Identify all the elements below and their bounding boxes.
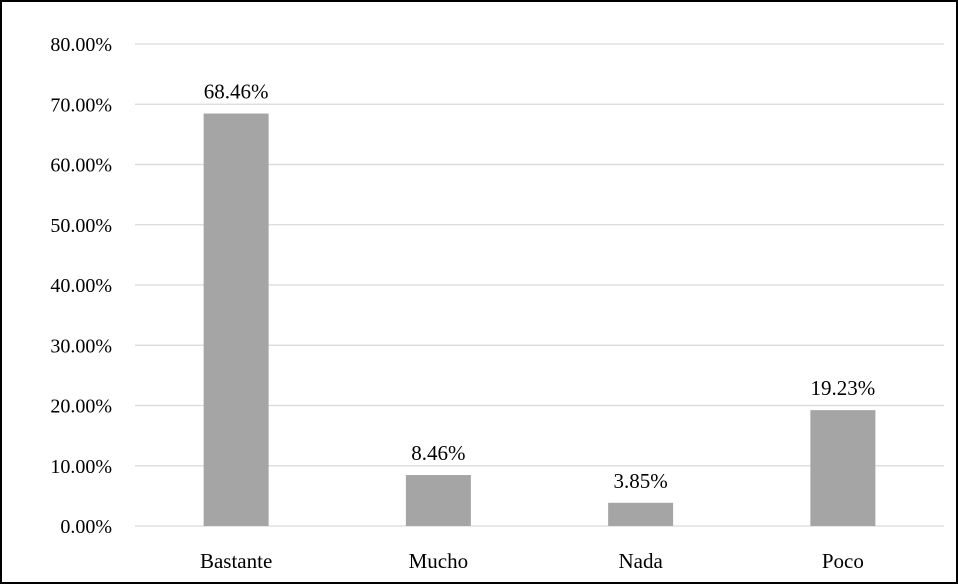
data-label: 68.46%: [204, 80, 269, 104]
y-tick-label: 40.00%: [50, 275, 112, 297]
y-tick-label: 60.00%: [50, 155, 112, 177]
bar: [405, 475, 471, 526]
y-axis-tick-labels: 0.00% 10.00% 20.00% 30.00% 40.00% 50.00% 60.00…: [50, 34, 112, 538]
data-label: 19.23%: [811, 376, 876, 400]
data-label: 3.85%: [614, 469, 668, 493]
y-tick-label: 70.00%: [50, 94, 112, 116]
data-label: 8.46%: [411, 441, 465, 465]
bar: [608, 502, 674, 526]
category-label: Mucho: [409, 549, 469, 573]
category-label: Bastante: [200, 549, 272, 573]
y-tick-label: 80.00%: [50, 34, 112, 56]
bar: [203, 113, 269, 526]
y-tick-label: 0.00%: [60, 516, 112, 538]
x-axis-category-labels: Bastante Mucho Nada Poco: [200, 549, 864, 573]
category-label: Poco: [822, 549, 864, 573]
bar: [810, 410, 876, 526]
gridlines: [135, 43, 944, 527]
y-tick-label: 30.00%: [50, 335, 112, 357]
y-tick-label: 20.00%: [50, 396, 112, 418]
data-labels: 68.46% 8.46% 3.85% 19.23%: [204, 80, 876, 493]
y-tick-label: 50.00%: [50, 215, 112, 237]
y-tick-label: 10.00%: [50, 456, 112, 478]
bars: [203, 113, 876, 526]
category-label: Nada: [618, 549, 663, 573]
